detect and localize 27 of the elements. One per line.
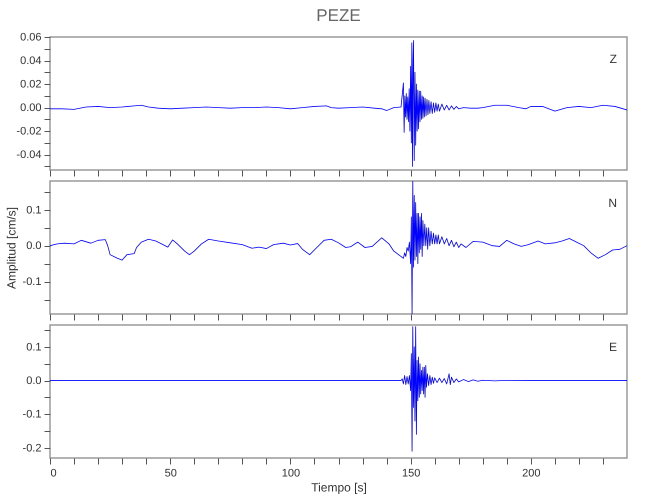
y-tick-label: -0.1 <box>22 408 42 421</box>
y-tick-label: 0.0 <box>26 375 42 388</box>
line-series <box>50 326 627 452</box>
text: Z <box>610 52 617 66</box>
y-tick-label: 0.02 <box>20 78 42 91</box>
x-tick-label: 200 <box>522 468 541 480</box>
y-tick-label: 0.1 <box>26 204 42 216</box>
y-tick-label: 0.1 <box>26 341 42 354</box>
y-axis-title: Amplitud [cm/s] <box>4 206 19 290</box>
y-tick-label: -0.1 <box>22 276 42 288</box>
y-tick-label: 0.04 <box>20 55 42 68</box>
text: E <box>608 340 617 354</box>
y-tick-label: 0.00 <box>20 102 42 114</box>
x-tick-label: 100 <box>282 468 300 480</box>
y-tick-label: -0.02 <box>16 126 42 138</box>
line-series <box>50 181 627 314</box>
text: N <box>608 196 617 210</box>
y-tick-label: -0.2 <box>22 442 42 454</box>
chart-title: PEZE <box>316 6 361 25</box>
x-tick-label: 50 <box>164 468 177 480</box>
line-series <box>50 40 627 167</box>
y-tick-label: 0.0 <box>26 240 42 252</box>
y-tick-label: -0.04 <box>16 149 42 162</box>
x-axis-title: Tiempo [s] <box>311 480 367 494</box>
x-tick-label: 0 <box>50 468 57 480</box>
y-tick-label: 0.06 <box>20 32 42 44</box>
x-tick-label: 150 <box>402 468 420 480</box>
